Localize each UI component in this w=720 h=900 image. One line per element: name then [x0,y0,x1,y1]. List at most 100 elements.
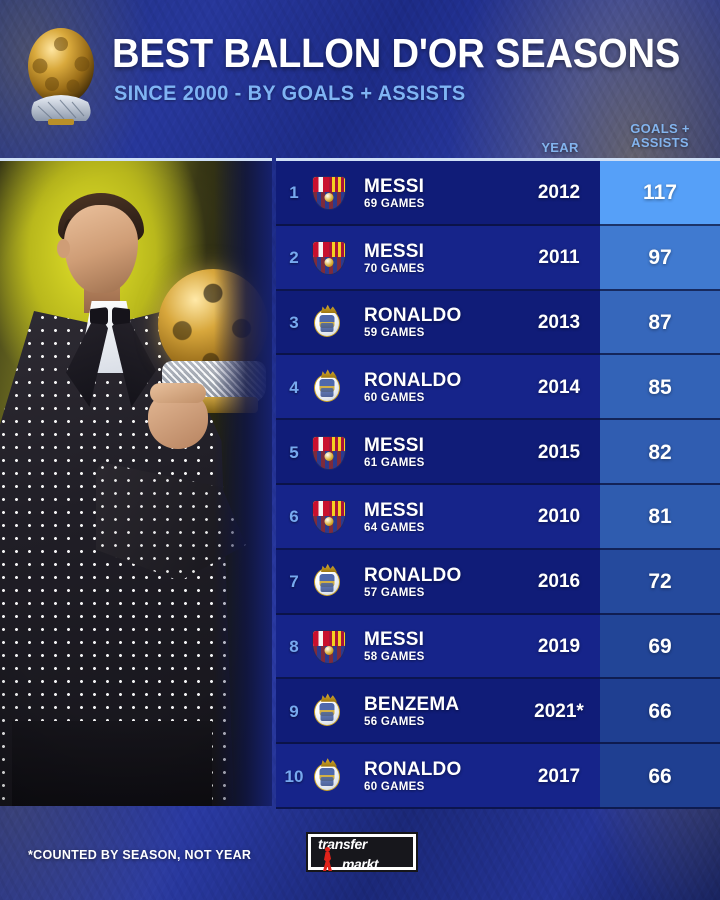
table-row[interactable]: 9 BENZEMA 56 GAMES 2021* 66 [276,679,720,745]
row-info: 5 MESSI 61 GAMES 2015 [276,420,600,485]
player-block: MESSI 69 GAMES [352,176,518,211]
season-year: 2013 [537,311,581,333]
row-info: 1 MESSI 69 GAMES 2012 [276,161,600,226]
rank-number: 9 [289,701,299,721]
table-row[interactable]: 2 MESSI 70 GAMES 2011 97 [276,225,720,291]
transfermarkt-logo[interactable]: transfer markt [306,832,418,872]
goals-assists-value: 66 [600,744,720,809]
games-played: 57 GAMES [364,586,425,599]
player-block: MESSI 61 GAMES [352,435,518,470]
row-info: 6 MESSI 64 GAMES 2010 [276,484,600,550]
row-info: 10 RONALDO 60 GAMES 2017 [276,744,600,809]
games-played: 59 GAMES [364,327,425,340]
goals-assists-value: 81 [600,484,720,550]
page-title: BEST BALLON D'OR SEASONS [112,30,681,76]
games-played: 61 GAMES [364,457,425,470]
player-block: RONALDO 60 GAMES [352,759,518,794]
games-played: 64 GAMES [364,521,425,534]
season-year: 2010 [537,506,581,528]
season-year: 2011 [538,247,580,269]
player-name: RONALDO [364,759,462,781]
table-row[interactable]: 8 MESSI 58 GAMES 2019 69 [276,614,720,680]
rank-number: 1 [289,183,299,203]
ranking-table: 1 MESSI 69 GAMES 2012 117 2 MESSI 70 GAMES 2011 9… [276,158,720,809]
table-row[interactable]: 10 RONALDO 60 GAMES 2017 66 [276,744,720,809]
goals-assists-value: 72 [600,549,720,615]
season-year: 2014 [537,376,581,398]
header: BEST BALLON D'OR SEASONS SINCE 2000 - BY… [0,0,720,140]
rank-number: 7 [289,572,299,592]
messi-trophy-photo [0,158,272,806]
page-subtitle: SINCE 2000 - BY GOALS + ASSISTS [114,82,466,105]
player-block: MESSI 64 GAMES [352,500,518,535]
goals-assists-value: 87 [600,290,720,356]
column-header-goals-assists: GOALS + ASSISTS [600,122,720,150]
table-row[interactable]: 3 RONALDO 59 GAMES 2013 87 [276,290,720,356]
row-info: 3 RONALDO 59 GAMES 2013 [276,290,600,356]
footnote: *COUNTED BY SEASON, NOT YEAR [28,848,252,862]
games-played: 58 GAMES [364,651,425,664]
player-name: MESSI [364,240,425,262]
games-played: 60 GAMES [364,781,425,794]
column-header-year: YEAR [541,140,579,155]
player-name: MESSI [364,499,425,521]
logo-word-transfer: transfer [318,836,367,852]
player-name: BENZEMA [364,694,460,716]
row-info: 8 MESSI 58 GAMES 2019 [276,614,600,680]
runner-icon [322,847,333,871]
goals-assists-value: 85 [600,355,720,421]
goals-assists-value: 66 [600,679,720,745]
row-info: 2 MESSI 70 GAMES 2011 [276,225,600,291]
season-year: 2019 [537,635,581,657]
table-row[interactable]: 5 MESSI 61 GAMES 2015 82 [276,420,720,485]
games-played: 69 GAMES [364,197,425,210]
rank-number: 6 [289,507,299,527]
table-row[interactable]: 1 MESSI 69 GAMES 2012 117 [276,161,720,226]
barcelona-crest-icon [312,176,346,211]
table-row[interactable]: 7 RONALDO 57 GAMES 2016 72 [276,549,720,615]
table-row[interactable]: 6 MESSI 64 GAMES 2010 81 [276,484,720,550]
player-block: RONALDO 59 GAMES [352,305,518,340]
games-played: 70 GAMES [364,262,425,275]
player-block: MESSI 58 GAMES [352,629,518,664]
column-header-goals-assists-line2: ASSISTS [631,135,689,150]
ballon-dor-trophy-icon [18,22,104,126]
real-madrid-crest-icon [312,304,346,340]
player-block: RONALDO 57 GAMES [352,565,518,600]
real-madrid-crest-icon [312,693,346,729]
row-info: 4 RONALDO 60 GAMES 2014 [276,355,600,421]
rank-number: 5 [289,442,299,462]
player-block: BENZEMA 56 GAMES [352,694,518,729]
season-year: 2015 [537,441,581,463]
rank-number: 10 [284,766,304,786]
rank-number: 4 [289,377,299,397]
games-played: 60 GAMES [364,392,425,405]
season-year: 2017 [537,765,581,787]
rank-number: 8 [289,636,299,656]
row-info: 9 BENZEMA 56 GAMES 2021* [276,679,600,745]
column-header-goals-assists-line1: GOALS + [630,121,690,136]
player-name: RONALDO [364,370,462,392]
season-year: 2021* [534,700,584,722]
real-madrid-crest-icon [312,369,346,405]
player-name: MESSI [364,629,425,651]
rank-number: 3 [289,312,299,332]
barcelona-crest-icon [312,500,346,535]
player-block: RONALDO 60 GAMES [352,370,518,405]
season-year: 2016 [537,571,581,593]
real-madrid-crest-icon [312,563,346,599]
logo-word-markt: markt [342,856,379,872]
goals-assists-value: 82 [600,420,720,485]
barcelona-crest-icon [312,435,346,470]
goals-assists-value: 117 [600,161,720,226]
player-name: RONALDO [364,305,462,327]
table-row[interactable]: 4 RONALDO 60 GAMES 2014 85 [276,355,720,421]
barcelona-crest-icon [312,241,346,276]
goals-assists-value: 97 [600,225,720,291]
games-played: 56 GAMES [364,716,425,729]
rank-number: 2 [289,248,299,268]
player-block: MESSI 70 GAMES [352,241,518,276]
player-name: RONALDO [364,564,462,586]
row-info: 7 RONALDO 57 GAMES 2016 [276,549,600,615]
player-name: MESSI [364,175,425,197]
